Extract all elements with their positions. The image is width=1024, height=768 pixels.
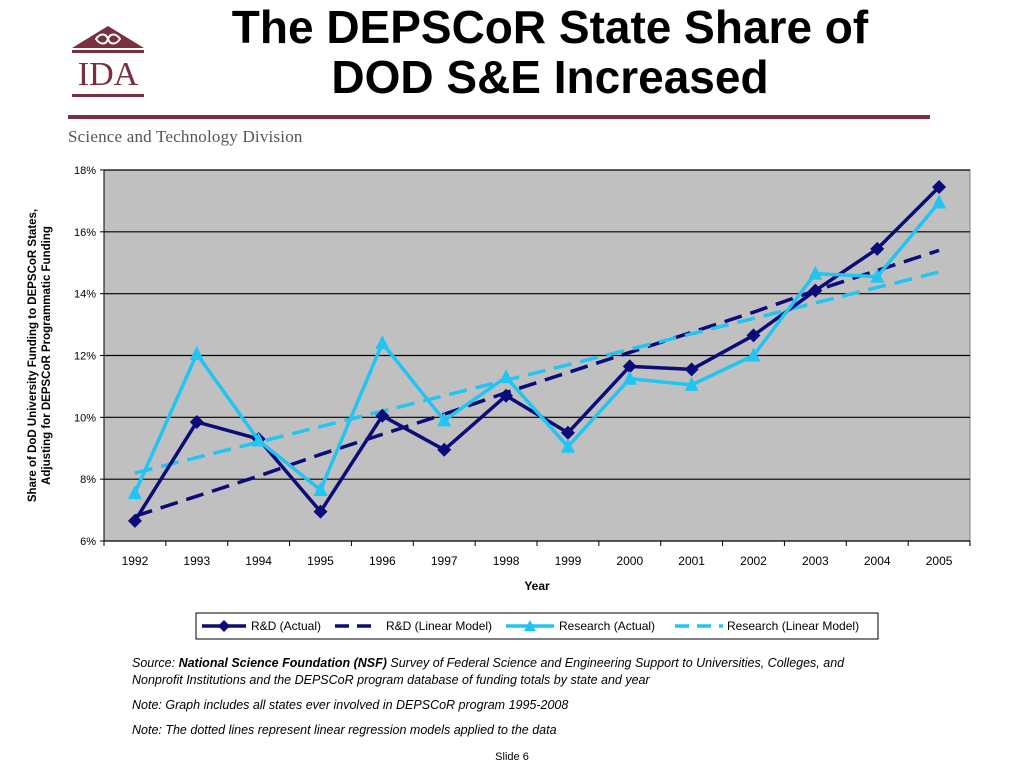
title-divider [68,115,930,119]
y-axis-title: Share of DoD University Funding to DEPSC… [27,209,53,502]
data-point-triangle [932,194,947,209]
data-point-diamond [808,283,823,298]
data-point-triangle [127,485,142,500]
x-tick-label: 2004 [864,554,891,568]
legend-label: Research (Actual) [559,619,655,633]
x-tick-label: 1998 [493,554,520,568]
data-point-triangle [313,481,328,496]
series-line [134,270,940,475]
data-point-triangle [622,370,637,385]
data-point-diamond [189,414,204,429]
plot-area [103,169,971,542]
data-point-triangle [746,347,761,362]
legend-label: Research (Linear Model) [727,619,859,633]
x-tick-label: 1996 [369,554,396,568]
legend-marker-triangle [524,620,536,631]
x-tick-label: 1997 [431,554,458,568]
y-tick-label: 6% [80,536,96,548]
data-point-diamond [560,425,575,440]
ida-logo: IDA [72,26,144,97]
series-line [134,248,940,518]
x-tick-label: 2003 [802,554,829,568]
data-point-diamond [127,513,142,528]
legend: R&D (Actual) R&D (Linear Model) Research (… [195,612,879,640]
logo-text: IDA [78,56,139,93]
x-tick-label: 1994 [245,554,272,568]
data-point-diamond [684,362,699,377]
x-tick-label: 1995 [307,554,334,568]
data-point-triangle [870,268,885,283]
data-point-triangle [684,376,699,391]
slide-number: Slide 6 [495,751,529,763]
title-line-2: DOD S&E Increased [331,51,769,103]
x-tick-label: 2001 [678,554,705,568]
line-chart: 6% 8% 10% 12% 14% 16% 18% 1992 1993 1994 1995 1996 1… [27,165,971,640]
series-group [127,180,947,528]
y-tick-label: 12% [74,351,96,363]
x-axis-title: Year [524,579,550,593]
data-point-triangle [499,369,514,384]
notes: Source: National Science Foundation (NSF… [132,655,892,747]
data-point-diamond [622,359,637,374]
data-point-triangle [251,432,266,447]
x-tick-label: 2005 [926,554,953,568]
series-line [133,201,941,494]
legend-marker-diamond [218,620,230,632]
source-prefix: Source: [132,656,179,670]
y-axis-title-line-2: Adjusting for DEPSCoR Programmatic Fundi… [41,226,53,485]
y-tick-label: 14% [74,289,96,301]
page-title: The DEPSCoR State Share of DOD S&E Incre… [160,2,940,102]
data-point-triangle [437,412,452,427]
y-tick-label: 16% [74,227,96,239]
x-tick-label: 2000 [616,554,643,568]
data-point-diamond [746,328,761,343]
axes: 6% 8% 10% 12% 14% 16% 18% 1992 1993 1994 1995 1996 1… [74,165,971,568]
data-point-triangle [808,265,823,280]
x-tick-label: 2002 [740,554,767,568]
data-point-diamond [437,442,452,457]
data-point-diamond [375,408,390,423]
data-point-triangle [375,335,390,350]
data-point-triangle [189,345,204,360]
data-point-diamond [932,180,947,195]
y-axis-title-line-1: Share of DoD University Funding to DEPSC… [27,209,39,502]
source-note: Source: National Science Foundation (NSF… [132,655,892,689]
source-org: National Science Foundation (NSF) [178,656,387,670]
source-text: Survey of Federal Science and Engineerin… [132,656,845,687]
data-point-triangle [560,438,575,453]
x-tick-label: 1993 [183,554,210,568]
note-1: Note: Graph includes all states ever inv… [132,698,569,712]
data-point-diamond [499,388,514,403]
x-tick-label: 1999 [555,554,582,568]
y-tick-label: 18% [74,165,96,177]
y-tick-label: 8% [80,474,96,486]
x-tick-label: 1992 [122,554,149,568]
data-point-diamond [313,504,328,519]
legend-label: R&D (Actual) [251,619,321,633]
division-label: Science and Technology Division [68,127,303,146]
title-line-1: The DEPSCoR State Share of [231,1,869,53]
note-2: Note: The dotted lines represent linear … [132,723,557,737]
y-tick-label: 10% [74,412,96,424]
data-point-diamond [870,241,885,256]
legend-label: R&D (Linear Model) [386,619,492,633]
